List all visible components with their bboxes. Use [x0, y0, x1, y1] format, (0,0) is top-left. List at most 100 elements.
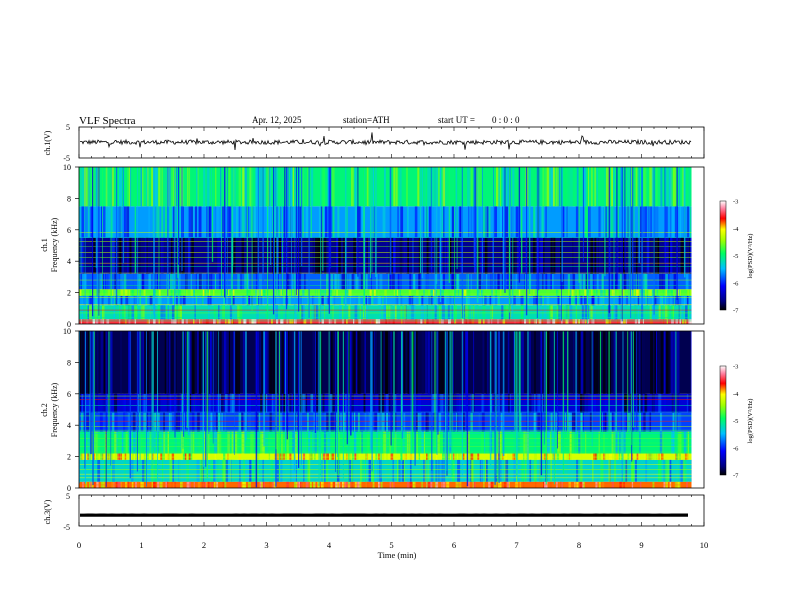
ch1-spectrogram-texture — [227, 237, 230, 274]
ch1-spectrogram-frame — [78, 166, 705, 325]
ch1-spectrogram-texture — [623, 237, 625, 274]
ch2-spectrogram-texture — [295, 459, 297, 482]
ch2-spectrogram-texture — [302, 453, 306, 460]
ch2-spectrogram-texture — [307, 453, 309, 460]
ch2-spectrogram-texture — [650, 331, 653, 394]
ch2-spectrogram-texture — [434, 412, 437, 432]
ch2-spectrogram-texture — [358, 393, 360, 413]
ch2-spectrogram-texture — [625, 412, 628, 432]
ch2-spectrogram-texture — [576, 459, 579, 482]
ch1-spectrogram-texture — [397, 305, 400, 320]
ch2-spectrogram-texture — [399, 459, 403, 482]
ch1-spectrogram-texture — [302, 289, 305, 296]
ch1-spectrogram-texture — [450, 289, 453, 296]
ch1-spectrogram-texture — [442, 167, 445, 207]
ch2-spectrogram-texture — [302, 393, 306, 413]
ch2-spectrogram-texture — [102, 393, 105, 413]
ch2-spectrogram-texture — [209, 331, 212, 394]
ch1-spectrogram-texture — [81, 273, 84, 290]
ch1-spectrogram-texture — [594, 167, 596, 207]
ch2-spectrogram-texture — [224, 412, 227, 432]
ch1-spectrogram-texture — [182, 295, 186, 306]
ch1-spectrogram-texture — [447, 305, 450, 320]
ch2-spectrogram-texture — [631, 431, 634, 454]
ch1-spectrogram-texture — [388, 319, 391, 324]
ch1-spectrogram-texture — [533, 237, 536, 274]
ch2-spectrogram-texture — [80, 459, 83, 482]
ch1-spectrogram-texture — [246, 273, 250, 290]
ch1-spectrogram-texture — [205, 319, 209, 324]
ch1-spectrogram-texture — [346, 319, 348, 324]
ch2-spectrogram-texture — [649, 453, 652, 460]
ch1-spectrogram-texture — [109, 237, 112, 274]
ch2-spectrogram-texture — [580, 459, 583, 482]
ch1-spectrogram-texture — [82, 206, 84, 238]
ch2-spectrogram-texture — [337, 453, 341, 460]
ch1-spectrogram-texture — [188, 237, 191, 274]
ch1-spectrogram-texture — [421, 295, 424, 306]
ch2-spectrogram-texture — [335, 459, 337, 482]
ch1-spectrogram-texture — [128, 289, 131, 296]
ch2-spectrogram-texture — [166, 393, 170, 413]
ch2-spectrogram-texture — [497, 431, 499, 454]
ch1-spectrogram-band — [79, 295, 692, 306]
ch1-spectrogram-texture — [334, 319, 337, 324]
ch1-spectrogram-texture — [255, 237, 257, 274]
ch2-spectrogram-texture — [167, 453, 170, 460]
ch2-spectrogram-texture — [521, 459, 524, 482]
ch1-spectrogram-texture — [203, 295, 205, 306]
ch1-spectrogram-texture — [689, 237, 692, 274]
ch3-waveform-frame — [78, 494, 705, 527]
ch1-spectrogram-texture — [432, 319, 435, 324]
ch2-spectrogram-texture — [295, 453, 299, 460]
ch2-spectrogram-texture — [680, 459, 684, 482]
ch1-spectrogram-texture — [464, 289, 467, 296]
ch1-spectrogram-texture — [451, 305, 453, 320]
ch1-spectrogram-texture — [588, 167, 590, 207]
ch2-spectrogram-texture — [79, 453, 82, 460]
ch2-spectrogram-texture — [153, 412, 157, 432]
ch2-spectrogram-texture — [428, 431, 430, 454]
ch1-spectrogram-texture — [358, 206, 361, 238]
ch2-spectrogram-texture — [326, 412, 329, 432]
ch1-spectrogram-texture — [395, 305, 397, 320]
ch1-spectrogram-texture — [223, 295, 225, 306]
ch2-spectrogram-texture — [433, 459, 435, 482]
ch1-spectrogram-texture — [444, 237, 446, 274]
ch1-spectrogram-texture — [491, 289, 494, 296]
ch1-spectrogram-texture — [623, 305, 627, 320]
ch1-spectrogram-texture — [395, 295, 398, 306]
ch2-spectrogram-texture — [223, 453, 226, 460]
ch1-spectrogram-texture — [527, 237, 530, 274]
ch1-spectrogram-texture — [471, 319, 475, 324]
ch1-spectrogram-texture — [646, 295, 649, 306]
ch2-spectrogram-frame — [78, 330, 705, 489]
ch2-spectrogram-texture — [97, 459, 101, 482]
ch1-spectrogram-texture — [589, 167, 591, 207]
ch1-spectrogram-texture — [276, 237, 280, 274]
ch2-spectrogram-texture — [86, 431, 88, 454]
ch2-spectrogram-texture — [570, 453, 572, 460]
ch1-spectrogram-texture — [620, 167, 623, 207]
ch1-spectrogram-texture — [454, 319, 457, 324]
ch1-spectrogram-texture — [614, 237, 616, 274]
ch1-spectrogram-texture — [539, 305, 542, 320]
ch1-spectrogram-texture — [635, 167, 638, 207]
ch2-spectrogram-texture — [283, 431, 286, 454]
ch1-spectrogram-texture — [148, 206, 150, 238]
ch2-spectrogram-texture — [217, 412, 221, 432]
ch1-spectrogram-texture — [403, 319, 406, 324]
ch1-spectrogram-texture — [134, 295, 137, 306]
ch1-spectrogram-texture — [572, 319, 576, 324]
ch2-spectrogram-texture — [386, 393, 389, 413]
ch1-spectrogram-texture — [610, 206, 613, 238]
ch2-spectrogram-texture — [535, 431, 539, 454]
ch1-spectrogram-texture — [169, 206, 172, 238]
ch1-spectrogram-texture — [624, 295, 627, 306]
ch2-spectrogram-texture — [354, 453, 357, 460]
ch2-spectrogram-texture — [227, 331, 229, 394]
ch1-spectrogram-texture — [649, 319, 653, 324]
ch2-spectrogram-texture — [236, 393, 238, 413]
ch1-spectrogram-texture — [547, 167, 550, 207]
ch2-spectrogram-texture — [114, 412, 118, 432]
